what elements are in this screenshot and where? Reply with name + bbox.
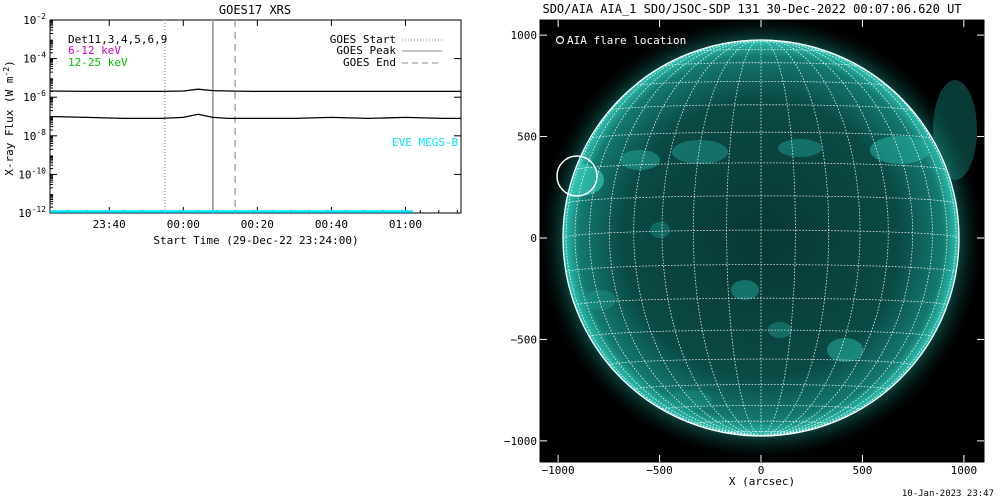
grid-meridian xyxy=(661,39,762,437)
grid-parallel xyxy=(692,420,830,425)
grid-parallel xyxy=(574,162,948,171)
grid-meridian xyxy=(760,39,830,437)
grid-parallel xyxy=(726,431,796,434)
grid-parallel xyxy=(608,358,914,366)
aia-image-plot: SDO/AIA AIA_1 SDO/JSOC-SDP 131 30-Dec-20… xyxy=(504,2,985,488)
grid-parallel xyxy=(633,81,889,87)
goes-y-tick-label: 10-12 xyxy=(18,205,46,220)
grid-meridian xyxy=(760,45,957,437)
aia-y-tick-label: 1000 xyxy=(511,29,538,42)
grid-parallel xyxy=(589,329,933,338)
goes-x-axis-label: Start Time (29-Dec-22 23:24:00) xyxy=(153,234,358,247)
aia-y-tick-label: −1000 xyxy=(504,435,537,448)
aia-x-tick-label: 1000 xyxy=(951,464,978,477)
goes-series-lines xyxy=(49,88,461,213)
grid-meridian xyxy=(760,39,889,437)
goes-xrs-plot: GOES17 XRS 23:40 00:00 00:20 00:40 01:00 10-… xyxy=(2,3,462,247)
goes-y-ticks: 10-12 10-10 10-8 10-6 10-4 10-2 xyxy=(18,12,461,220)
goes-x-tick-label: 23:40 xyxy=(93,218,126,231)
grid-meridian xyxy=(760,39,861,437)
aia-y-tick-label: −500 xyxy=(511,333,538,346)
goes-x-tick-label: 01:00 xyxy=(389,218,422,231)
goes-series-goes-long-channel xyxy=(49,88,461,93)
flare-legend-label: AIA flare location xyxy=(567,34,686,47)
grid-meridian xyxy=(760,41,948,437)
aia-x-tick-label: 0 xyxy=(758,464,765,477)
grid-parallel xyxy=(693,49,829,53)
aia-y-tick-label: 500 xyxy=(517,131,537,144)
legend-6-12kev: 6-12 keV xyxy=(68,44,121,57)
legend-detectors: Det11,3,4,5,6,9 xyxy=(68,33,167,46)
goes-x-tick-label: 00:20 xyxy=(241,218,274,231)
grid-meridian xyxy=(760,39,914,437)
aia-y-tick-label: 0 xyxy=(530,232,537,245)
flare-location-circle xyxy=(556,155,598,197)
grid-meridian xyxy=(608,39,762,437)
aia-plot-title: SDO/AIA AIA_1 SDO/JSOC-SDP 131 30-Dec-20… xyxy=(542,2,961,16)
solar-limb xyxy=(562,39,960,437)
goes-y-tick-label: 10-8 xyxy=(23,128,46,143)
legend-goes-start-label: GOES Start xyxy=(330,33,396,46)
heliographic-grid xyxy=(562,39,960,437)
goes-x-tick-label: 00:00 xyxy=(167,218,200,231)
legend-goes-end-label: GOES End xyxy=(343,56,396,69)
aia-axis-ticks: −1000 −500 0 500 1000 1000 500 0 −500 −1000 xyxy=(504,20,984,477)
goes-y-axis-label: X-ray Flux (W m-2) xyxy=(2,60,16,176)
grid-meridian xyxy=(760,40,933,437)
grid-meridian xyxy=(574,41,762,437)
goes-y-tick-label: 10-10 xyxy=(18,166,46,181)
plot-timestamp: 10-Jan-2023 23:47 xyxy=(902,489,994,499)
grid-parallel xyxy=(633,384,889,390)
grid-meridian xyxy=(565,45,762,437)
solar-disk xyxy=(563,40,959,436)
eve-megs-b-label: EVE MEGS-B xyxy=(392,136,459,149)
goes-plot-title: GOES17 XRS xyxy=(219,3,291,17)
goes-x-tick-label: 00:40 xyxy=(315,218,348,231)
limb-loops xyxy=(933,80,977,180)
grid-parallel xyxy=(589,131,933,140)
aia-x-axis-label: X (arcsec) xyxy=(729,475,795,488)
grid-parallel xyxy=(661,405,861,410)
aia-solar-image xyxy=(540,20,984,462)
flare-legend-symbol xyxy=(555,35,565,45)
grid-meridian xyxy=(633,39,762,437)
grid-meridian xyxy=(760,39,796,437)
grid-parallel xyxy=(574,297,948,306)
goes-y-tick-label: 10-4 xyxy=(23,51,46,66)
aia-plot-frame xyxy=(539,19,985,463)
goes-event-markers xyxy=(164,20,236,213)
aia-x-tick-label: −500 xyxy=(646,464,673,477)
grid-parallel xyxy=(562,229,960,239)
grid-meridian xyxy=(589,40,762,437)
grid-parallel xyxy=(565,264,957,273)
grid-parallel xyxy=(609,104,913,111)
legend-12-25kev: 12-25 keV xyxy=(68,56,128,69)
grid-parallel xyxy=(565,195,957,204)
goes-y-tick-label: 10-2 xyxy=(23,12,46,27)
aia-x-tick-label: −1000 xyxy=(542,464,575,477)
aia-x-tick-label: 500 xyxy=(852,464,872,477)
grid-meridian xyxy=(726,39,762,437)
grid-parallel xyxy=(662,62,860,67)
goes-series-goes-short-channel xyxy=(49,113,461,120)
legend-goes-peak-label: GOES Peak xyxy=(336,44,396,57)
grid-meridian xyxy=(692,39,762,437)
goes-y-tick-label: 10-6 xyxy=(23,89,46,104)
